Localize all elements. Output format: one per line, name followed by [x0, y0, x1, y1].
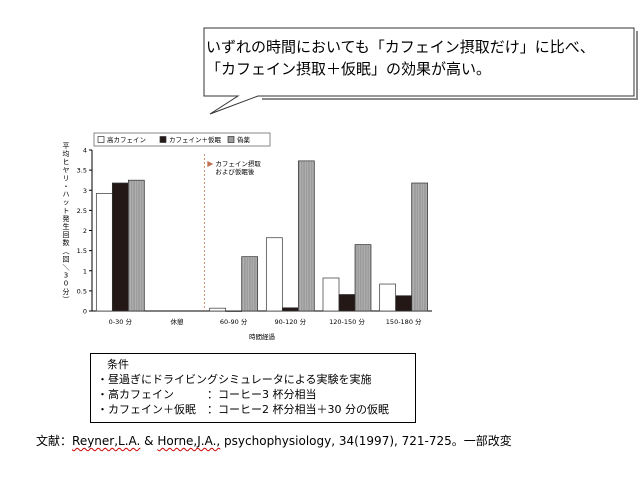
- bar: [354, 244, 372, 312]
- legend: 高カフェイン カフェイン＋仮眠 偽薬: [93, 132, 271, 147]
- bar: [225, 310, 243, 312]
- x-categories: 0-30 分 休憩 60-90 分 90-120 分 120-150 分 150-180 …: [109, 317, 422, 341]
- x-category-label: 0-30 分: [109, 317, 133, 326]
- conditions-line-3: ・カフェイン＋仮眠 ：コーヒー2 杯分相当＋30 分の仮眠: [97, 403, 389, 416]
- x-category-label: 150-180 分: [386, 317, 422, 326]
- y-tick-label: 3.5: [77, 167, 87, 175]
- y-axis-label-text: 平均ヒヤリ・ハット発生回数︵回＼ 3 0 分︶: [63, 142, 70, 304]
- reference-rest: psychophysiology, 34(1997), 721-725。一部改変: [220, 434, 512, 448]
- annotation-line-2: および仮眠後: [215, 167, 255, 176]
- x-category-label: 120-150 分: [329, 317, 365, 326]
- bar: [411, 182, 429, 312]
- y-tick-label: 4: [83, 147, 87, 155]
- y-ticks: 0 0.5 1 1.5 2 2.5 3 3.5 4: [77, 147, 92, 316]
- conditions-line-2: ・高カフェイン ：コーヒー3 杯分相当: [97, 388, 317, 401]
- legend-label: 高カフェイン: [107, 135, 146, 144]
- bar: [281, 307, 299, 312]
- bar: [338, 294, 356, 312]
- conditions-title: 条件: [107, 358, 129, 371]
- bars: [95, 160, 429, 312]
- bar: [297, 160, 315, 312]
- conditions-line-1: ・昼過ぎにドライビングシミュレータによる実験を実施: [97, 373, 372, 386]
- legend-swatch: [97, 136, 105, 143]
- callout-line-2: 「カフェイン摂取＋仮眠」の効果が高い。: [206, 60, 492, 78]
- bar-chart: 平均ヒヤリ・ハット発生回数︵回＼ 3 0 分︶ 0 0.5 1 1.5 2 2.5 3 3.5 4 0…: [63, 132, 432, 341]
- legend-label: 偽薬: [237, 135, 251, 144]
- y-tick-label: 1.5: [77, 247, 87, 255]
- conditions-box: 条件 ・昼過ぎにドライビングシミュレータによる実験を実施 ・高カフェイン ：コー…: [90, 353, 416, 423]
- y-tick-label: 2: [83, 227, 87, 235]
- bar: [241, 256, 259, 312]
- bar: [395, 295, 413, 312]
- bar: [209, 307, 227, 312]
- reference-author-1: Reyner,L.A.: [72, 434, 141, 448]
- bar: [95, 193, 113, 312]
- bar: [265, 237, 283, 312]
- y-tick-label: 1: [83, 267, 87, 275]
- x-axis-title: 時間経過: [249, 332, 276, 341]
- legend-swatch: [159, 136, 167, 143]
- annotation-line-1: カフェイン摂取: [215, 159, 261, 168]
- x-category-label: 60-90 分: [220, 317, 248, 326]
- bar: [111, 182, 129, 312]
- y-tick-label: 2.5: [77, 207, 87, 215]
- speech-bubble-callout: [203, 27, 638, 115]
- callout-text: いずれの時間においても「カフェイン摂取だけ」に比べ、 「カフェイン摂取＋仮眠」の…: [206, 36, 626, 80]
- y-tick-label: 0.5: [77, 287, 87, 295]
- y-axis-label: 平均ヒヤリ・ハット発生回数︵回＼ 3 0 分︶: [63, 142, 70, 304]
- y-tick-label: 3: [83, 187, 87, 195]
- reference-amp: &: [140, 434, 158, 448]
- reference-author-2: Horne,J.A.,: [157, 434, 221, 448]
- reference-citation: 文献：Reyner,L.A. & Horne,J.A., psychophysi…: [36, 432, 512, 449]
- legend-box: [93, 132, 271, 147]
- callout-line-1: いずれの時間においても「カフェイン摂取だけ」に比べ、: [206, 38, 595, 56]
- bar: [379, 283, 397, 312]
- x-category-label: 休憩: [171, 317, 185, 326]
- y-tick-label: 0: [83, 308, 87, 316]
- legend-label: カフェイン＋仮眠: [169, 135, 222, 144]
- reference-prefix: 文献：: [36, 434, 73, 448]
- legend-swatch: [227, 136, 235, 143]
- bar: [127, 179, 145, 312]
- bar: [322, 277, 340, 312]
- annotation-arrow: [207, 161, 214, 167]
- x-category-label: 90-120 分: [275, 317, 307, 326]
